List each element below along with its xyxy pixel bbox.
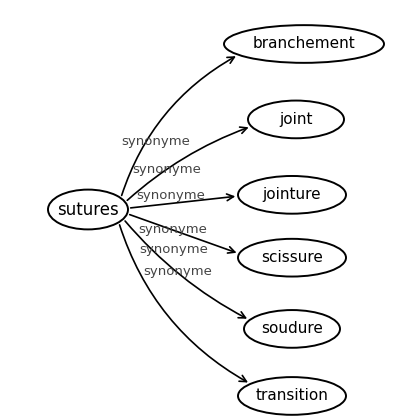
Text: synonyme: synonyme xyxy=(143,265,212,278)
Text: jointure: jointure xyxy=(263,187,321,202)
Ellipse shape xyxy=(238,377,346,415)
Ellipse shape xyxy=(248,101,344,138)
Text: branchement: branchement xyxy=(253,36,355,52)
Text: soudure: soudure xyxy=(261,321,323,336)
Ellipse shape xyxy=(224,25,384,63)
Text: synonyme: synonyme xyxy=(139,223,208,236)
Ellipse shape xyxy=(238,176,346,214)
Text: transition: transition xyxy=(256,388,328,403)
Text: synonyme: synonyme xyxy=(139,243,208,256)
Ellipse shape xyxy=(48,189,128,230)
Text: synonyme: synonyme xyxy=(121,135,190,148)
Text: joint: joint xyxy=(279,112,313,127)
Text: sutures: sutures xyxy=(57,201,119,218)
Ellipse shape xyxy=(238,239,346,277)
Text: synonyme: synonyme xyxy=(132,163,201,176)
Ellipse shape xyxy=(244,310,340,348)
Text: synonyme: synonyme xyxy=(136,189,206,202)
Text: scissure: scissure xyxy=(261,250,323,265)
